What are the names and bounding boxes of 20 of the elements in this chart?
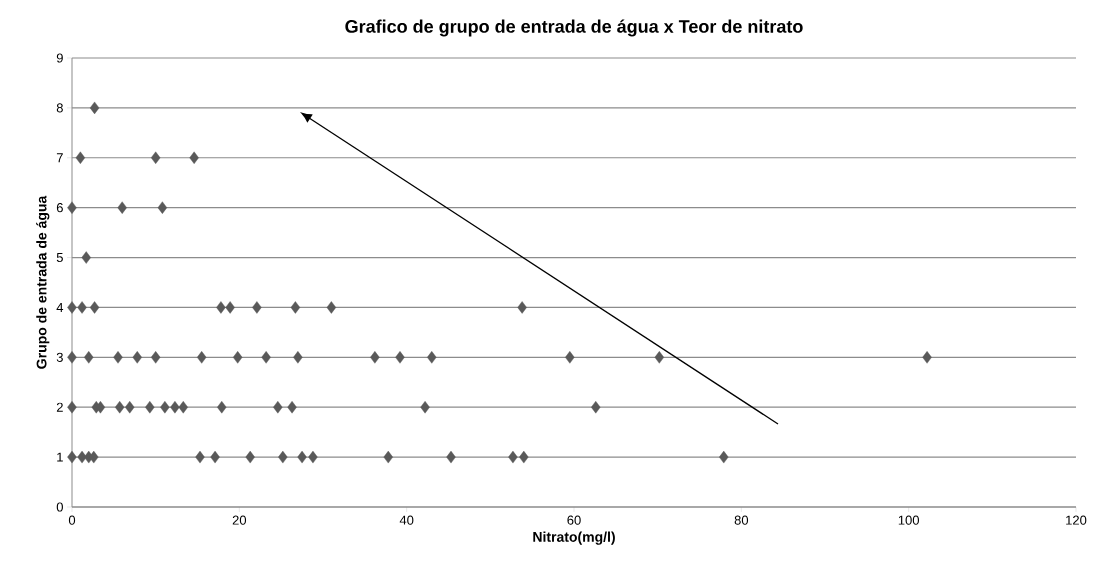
x-tick-label: 0	[68, 515, 76, 525]
x-tick-label: 80	[734, 515, 749, 525]
y-axis-title: Grupo de entrada de água	[36, 195, 50, 369]
x-tick-label: 40	[399, 515, 414, 525]
y-tick-label: 9	[56, 53, 63, 63]
y-tick-label: 6	[56, 203, 63, 213]
x-tick-label: 120	[1066, 515, 1087, 525]
x-axis-title: Nitrato(mg/l)	[533, 531, 615, 545]
y-tick-label: 5	[56, 253, 63, 263]
y-tick-label: 2	[56, 402, 63, 412]
x-tick-label: 100	[898, 515, 920, 525]
y-tick-label: 3	[56, 352, 63, 362]
y-tick-label: 8	[56, 103, 63, 113]
y-tick-label: 7	[56, 153, 63, 163]
x-tick-label: 60	[567, 515, 581, 525]
chart-title: Grafico de grupo de entrada de água x Teor de nitrato	[345, 19, 803, 37]
y-tick-label: 0	[56, 502, 63, 512]
x-tick-label: 20	[232, 515, 247, 525]
y-tick-label: 1	[57, 452, 63, 462]
y-tick-label: 4	[56, 302, 64, 312]
